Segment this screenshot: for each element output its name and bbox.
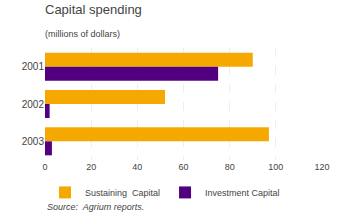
svg-text:0: 0 xyxy=(42,162,47,172)
svg-text:Capital spending: Capital spending xyxy=(45,2,142,17)
svg-text:2002: 2002 xyxy=(22,99,45,110)
svg-text:2001: 2001 xyxy=(22,61,45,72)
svg-text:40: 40 xyxy=(132,162,142,172)
svg-text:Source: Agrium reports.: Source: Agrium reports. xyxy=(47,202,144,212)
svg-text:2003: 2003 xyxy=(22,136,45,147)
svg-text:120: 120 xyxy=(314,162,329,172)
svg-text:80: 80 xyxy=(225,162,235,172)
svg-text:100: 100 xyxy=(268,162,283,172)
svg-text:20: 20 xyxy=(86,162,96,172)
svg-text:60: 60 xyxy=(178,162,188,172)
svg-text:Sustaining Capital: Sustaining Capital xyxy=(85,188,160,198)
svg-text:(millions of dollars): (millions of dollars) xyxy=(45,29,120,39)
svg-text:Investment Capital: Investment Capital xyxy=(205,188,280,198)
